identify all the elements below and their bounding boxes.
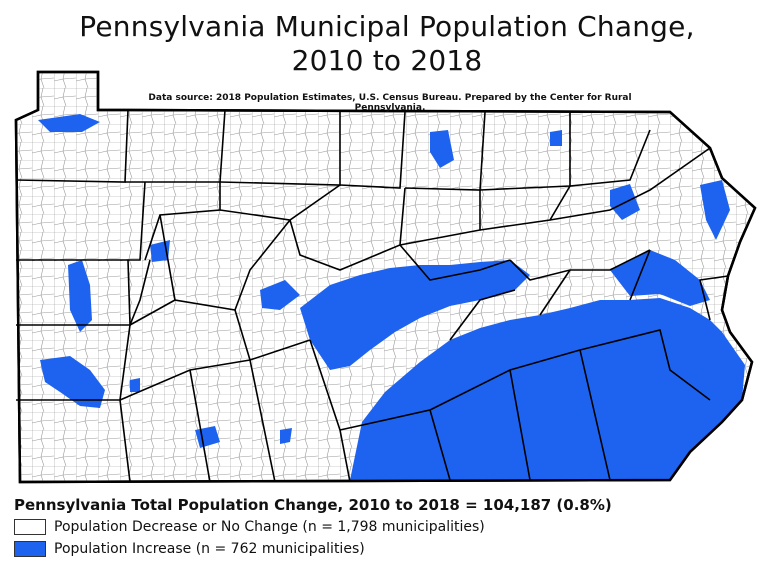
legend-swatch-decrease (14, 519, 46, 535)
county-boundaries (15, 109, 729, 483)
legend-label-decrease: Population Decrease or No Change (n = 1,… (54, 519, 485, 535)
increase-northeast (610, 250, 710, 306)
increase-regions (38, 114, 745, 480)
title-line-1: Pennsylvania Municipal Population Change… (79, 10, 695, 43)
increase-delaware-river (700, 180, 730, 240)
title-line-2: 2010 to 2018 (291, 44, 483, 77)
increase-erie (38, 114, 100, 132)
legend-item-decrease: Population Decrease or No Change (n = 1,… (14, 519, 485, 535)
map-title: Pennsylvania Municipal Population Change… (0, 10, 774, 78)
increase-pittsburgh (40, 356, 105, 408)
increase-state-college (260, 280, 300, 310)
legend-label-increase: Population Increase (n = 762 municipalit… (54, 541, 365, 557)
legend-swatch-increase (14, 541, 46, 557)
data-source-note: Data source: 2018 Population Estimates, … (148, 93, 632, 113)
increase-central-band (300, 260, 530, 370)
total-population-change: Pennsylvania Total Population Change, 20… (14, 496, 612, 514)
increase-butler-corridor (68, 260, 92, 332)
legend-item-increase: Population Increase (n = 762 municipalit… (14, 541, 365, 557)
map-svg (14, 70, 757, 484)
pennsylvania-map (10, 70, 764, 490)
increase-southeast-region (350, 298, 745, 480)
